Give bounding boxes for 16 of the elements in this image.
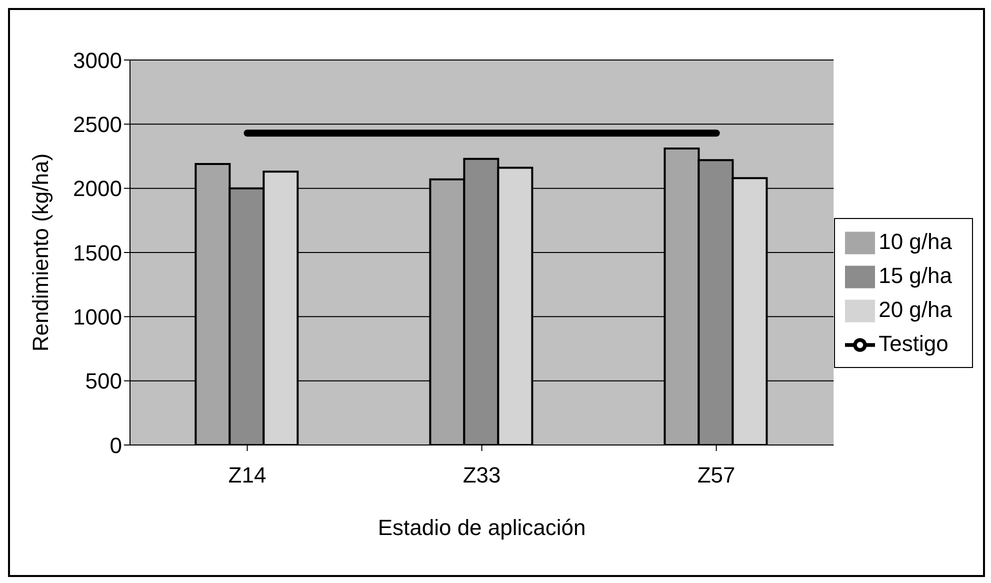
- legend-label: 10 g/ha: [878, 228, 952, 254]
- legend-label: 20 g/ha: [878, 296, 952, 322]
- y-tick-label: 2500: [73, 112, 122, 137]
- x-tick-label: Z33: [462, 462, 501, 488]
- y-tick-label: 0: [110, 432, 122, 458]
- x-axis-title: Estadio de aplicación: [378, 515, 586, 540]
- x-tick-label: Z14: [228, 462, 266, 488]
- y-tick-label: 1500: [73, 240, 122, 266]
- legend-label: 15 g/ha: [878, 262, 952, 288]
- legend-label: Testigo: [878, 330, 948, 356]
- y-tick-label: 2000: [73, 176, 122, 202]
- x-tick-label: Z57: [697, 462, 736, 488]
- y-tick-label: 1000: [73, 304, 122, 330]
- y-tick-label: 3000: [73, 48, 122, 73]
- y-axis-title: Rendimiento (kg/ha): [28, 153, 53, 352]
- y-tick-label: 500: [85, 368, 122, 394]
